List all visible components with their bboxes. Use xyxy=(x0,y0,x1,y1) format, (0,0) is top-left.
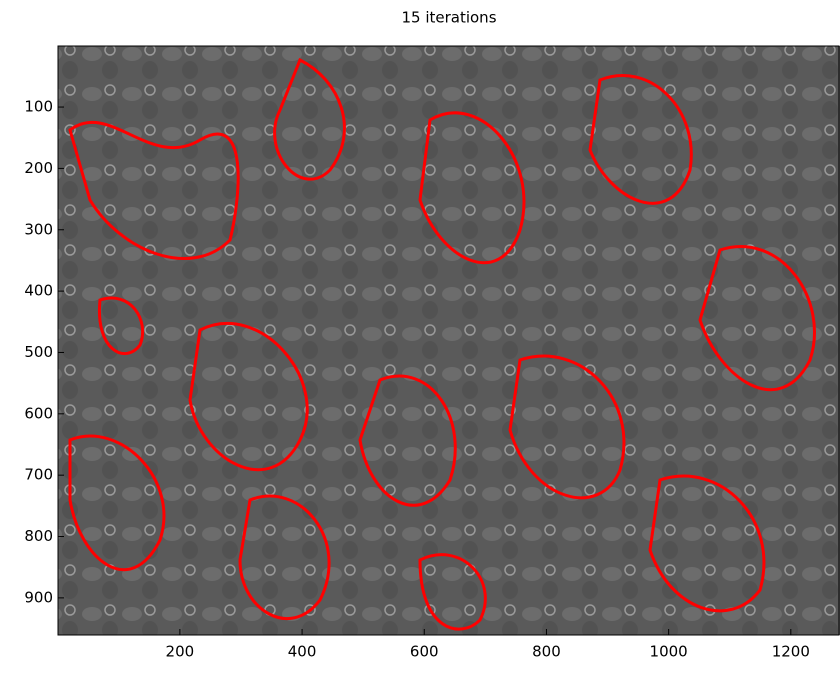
x-tick-label: 400 xyxy=(288,643,317,661)
y-tick-label: 900 xyxy=(24,588,53,606)
x-tick-label: 800 xyxy=(532,643,561,661)
y-tick-label: 700 xyxy=(24,466,53,484)
x-tick-label: 1000 xyxy=(650,643,688,661)
x-tick-label: 200 xyxy=(166,643,195,661)
x-tick-label: 1200 xyxy=(772,643,810,661)
y-tick-label: 500 xyxy=(24,343,53,361)
y-tick-label: 400 xyxy=(24,282,53,300)
axes-box xyxy=(57,45,840,636)
y-tick-label: 100 xyxy=(24,98,53,116)
cell-image xyxy=(58,46,840,635)
segmentation-contours xyxy=(68,57,816,631)
y-tick-label: 600 xyxy=(24,404,53,422)
y-tick-label: 800 xyxy=(24,527,53,545)
y-tick-label: 300 xyxy=(24,220,53,238)
chart-title: 15 iterations xyxy=(401,9,496,27)
y-tick-label: 200 xyxy=(24,159,53,177)
x-tick-label: 600 xyxy=(410,643,439,661)
